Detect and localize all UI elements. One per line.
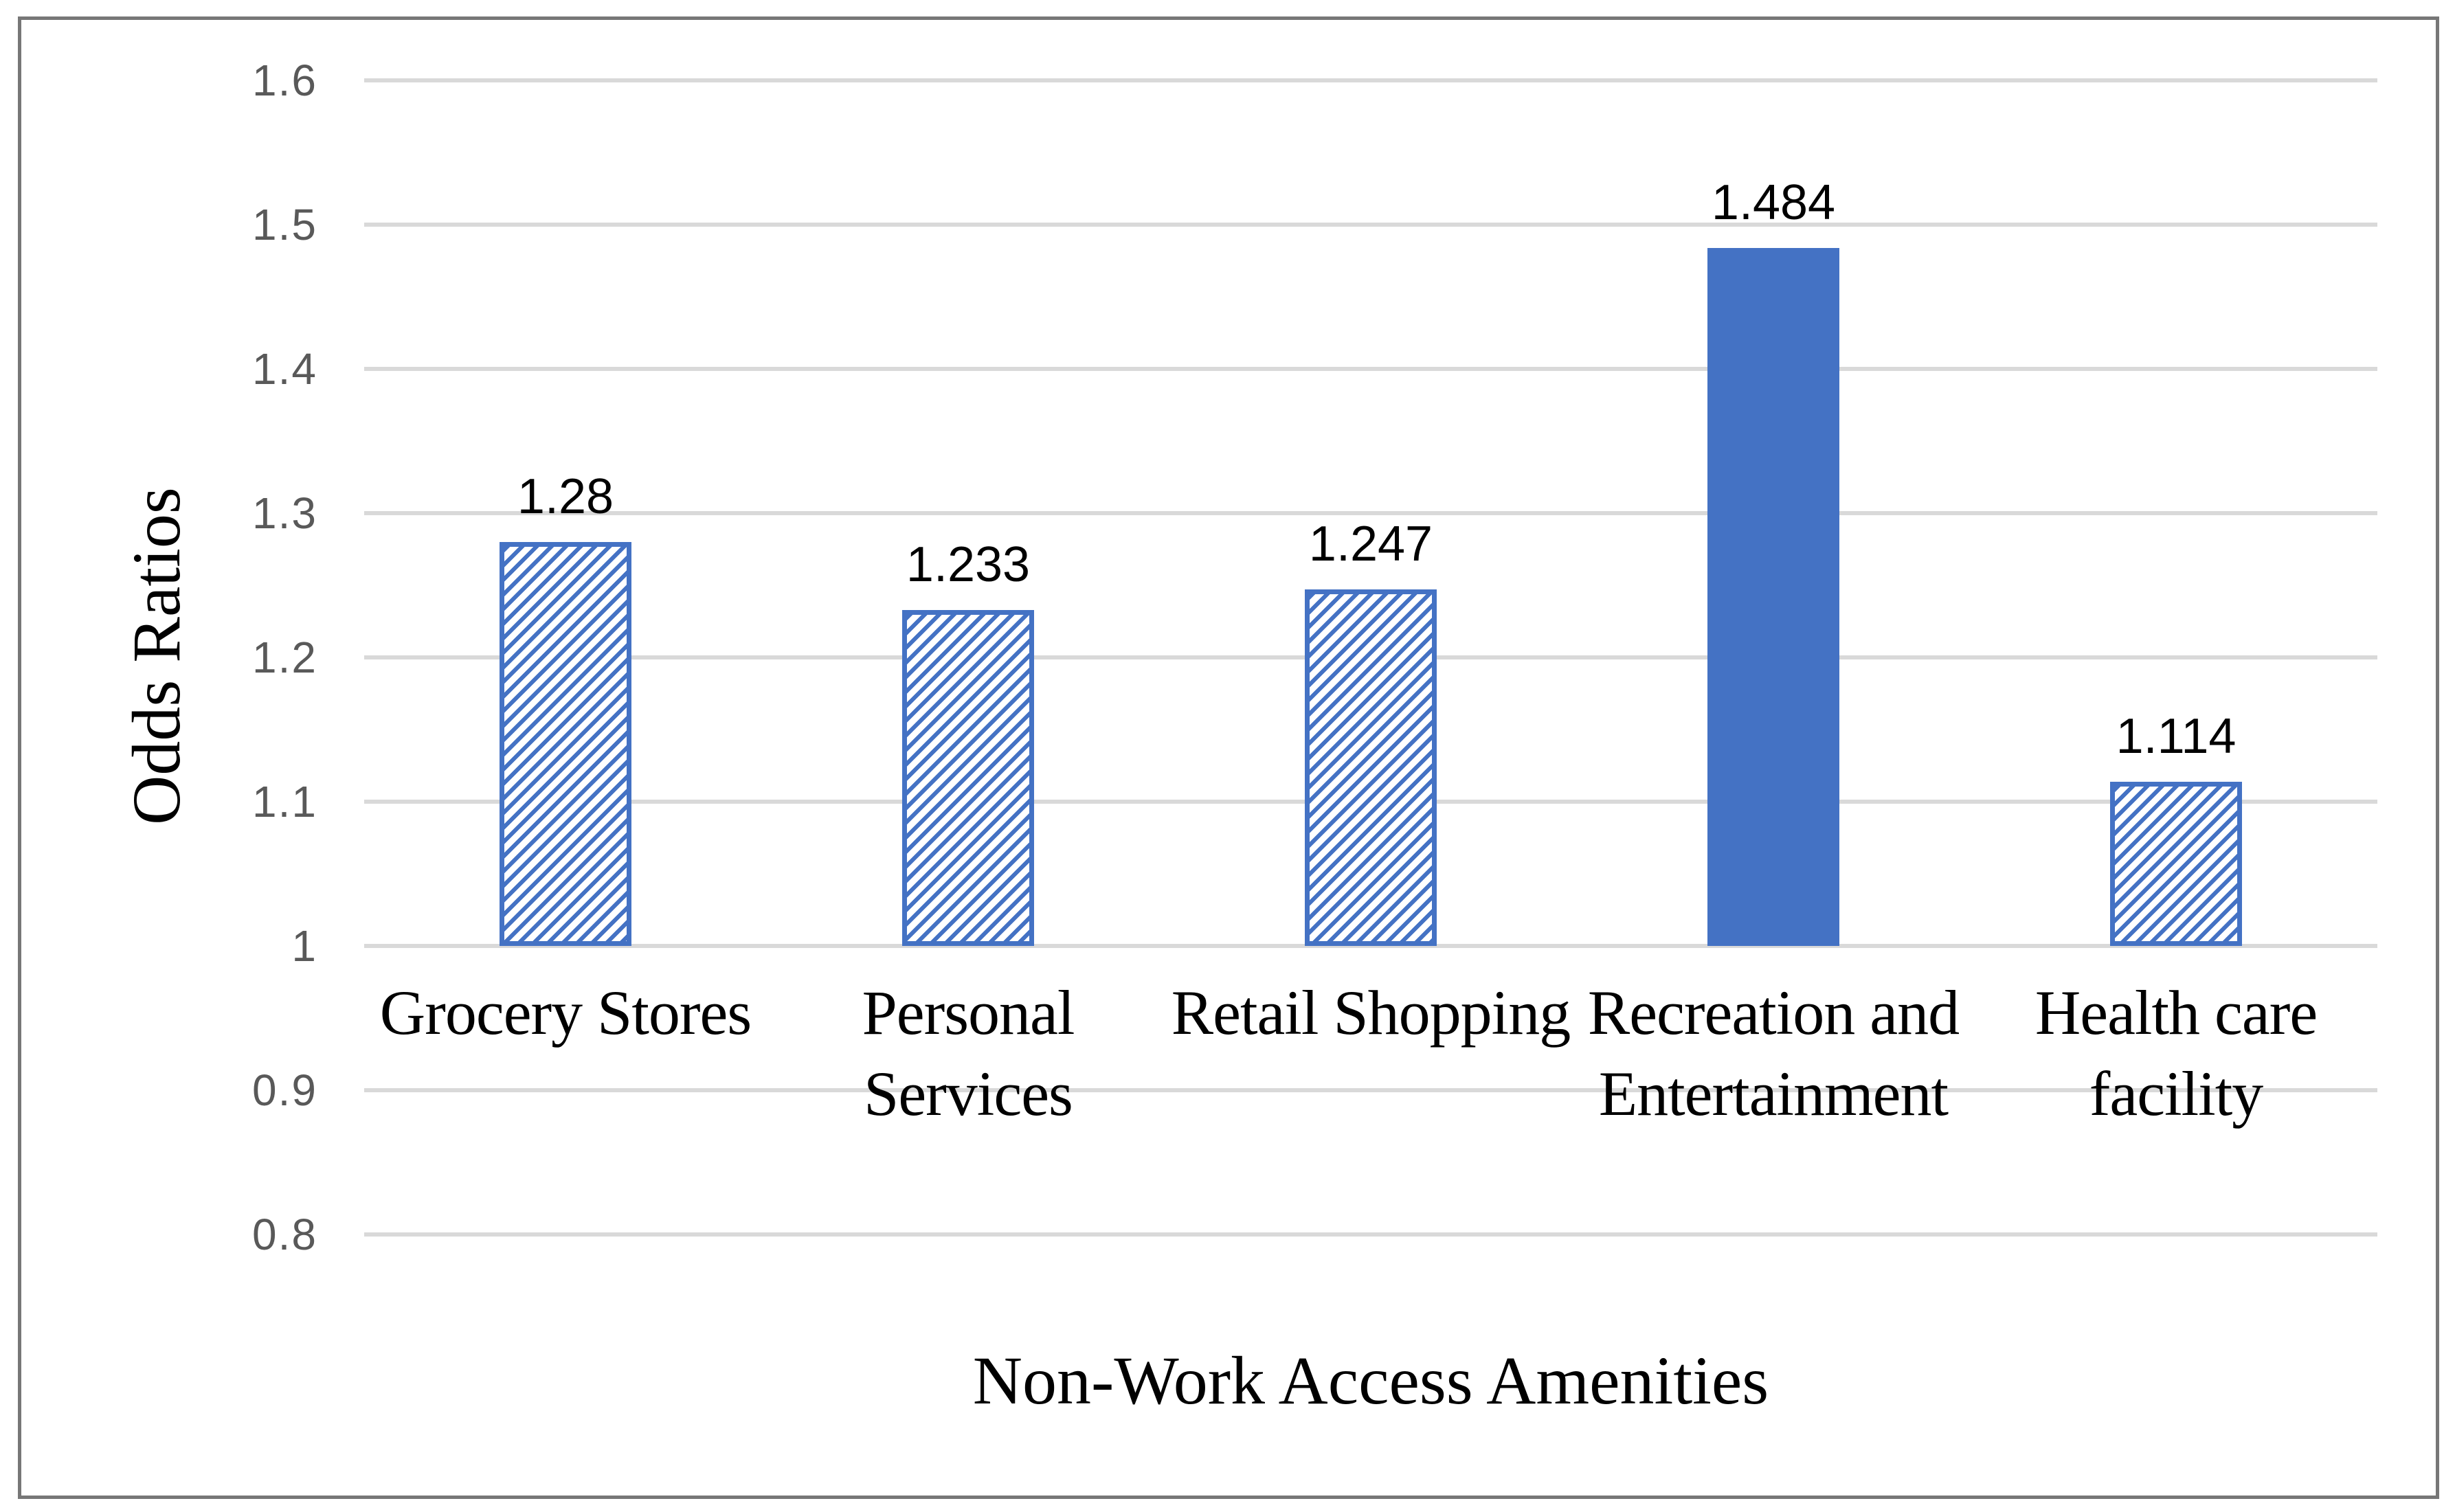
y-tick-label-1.5: 1.5 <box>252 200 317 249</box>
y-tick-label-1.6: 1.6 <box>252 56 317 105</box>
bar-personal-services <box>902 609 1034 946</box>
y-tick-label-1.4: 1.4 <box>252 344 317 394</box>
gridline-1.6 <box>364 78 2377 82</box>
x-category-label-retail-shopping: Retail Shopping <box>1171 978 1571 1048</box>
bar-grocery-stores <box>500 542 631 946</box>
gridline-0.8 <box>364 1232 2377 1237</box>
y-tick-label-0.8: 0.8 <box>252 1210 317 1259</box>
y-tick-label-1.2: 1.2 <box>252 633 317 682</box>
bar-retail-shopping <box>1305 589 1437 946</box>
y-axis-title: Odds Ratios <box>118 487 194 825</box>
bar-health-care-facility <box>2110 781 2242 946</box>
gridline-1.4 <box>364 367 2377 371</box>
gridline-1.5 <box>364 223 2377 227</box>
data-label-grocery-stores: 1.28 <box>517 469 614 524</box>
data-label-health-care-facility: 1.114 <box>2116 708 2237 764</box>
gridline-1.3 <box>364 511 2377 515</box>
data-label-retail-shopping: 1.247 <box>1308 517 1433 572</box>
y-tick-label-1.3: 1.3 <box>252 488 317 538</box>
bar-recreation-and-entertainment <box>1707 247 1839 946</box>
data-label-recreation-and-entertainment: 1.484 <box>1711 174 1836 230</box>
x-category-label-health-care-facility: Health care facility <box>2034 978 2318 1129</box>
gridline-0.9 <box>364 1088 2377 1092</box>
y-tick-label-1: 1 <box>291 921 317 971</box>
gridline-1 <box>364 944 2377 948</box>
data-label-personal-services: 1.233 <box>906 537 1031 592</box>
x-axis-title: Non-Work Access Amenities <box>972 1342 1769 1419</box>
y-tick-label-1.1: 1.1 <box>252 777 317 826</box>
x-category-label-personal-services: Personal Services <box>862 978 1075 1129</box>
x-category-label-grocery-stores: Grocery Stores <box>379 978 752 1048</box>
chart-border <box>18 16 2439 1499</box>
y-tick-label-0.9: 0.9 <box>252 1065 317 1115</box>
x-category-label-recreation-and-entertainment: Recreation and Entertainment <box>1587 978 1960 1129</box>
